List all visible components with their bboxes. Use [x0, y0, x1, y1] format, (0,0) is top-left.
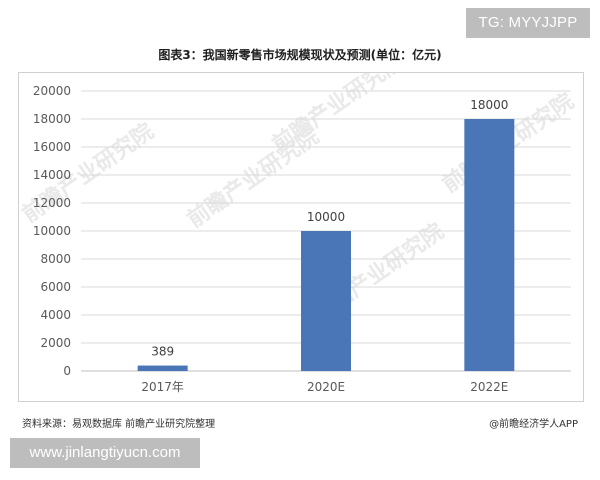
y-tick-label: 12000 — [33, 196, 71, 210]
x-axis-ticks: 2017年 2020E 2022E — [141, 380, 508, 394]
y-tick-label: 8000 — [40, 252, 71, 266]
bars — [137, 119, 515, 371]
y-tick-label: 16000 — [33, 140, 71, 154]
data-label: 18000 — [470, 98, 508, 112]
url-watermark-badge: www.jinlangtiyucn.com — [10, 438, 200, 468]
bar-2020E — [301, 231, 351, 371]
y-tick-label: 2000 — [40, 336, 71, 350]
y-tick-label: 6000 — [40, 280, 71, 294]
chart-frame: 前瞻产业研究院前瞻产业研究院前瞻产业研究院前瞻产业研究院前瞻产业研究院 0200… — [18, 72, 584, 402]
bar-chart: 前瞻产业研究院前瞻产业研究院前瞻产业研究院前瞻产业研究院前瞻产业研究院 0200… — [19, 73, 579, 394]
bar-2017年 — [137, 365, 188, 371]
x-tick-label: 2017年 — [141, 380, 184, 394]
data-label: 10000 — [307, 210, 345, 224]
y-tick-label: 20000 — [33, 84, 71, 98]
credit-note: @前瞻经济学人APP — [489, 419, 578, 430]
y-tick-label: 0 — [63, 364, 71, 378]
tg-watermark-badge: TG: MYYJJPP — [466, 8, 590, 38]
x-tick-label: 2020E — [307, 380, 345, 394]
source-note: 资料来源：易观数据库 前瞻产业研究院整理 — [22, 419, 216, 430]
chart-title: 图表3：我国新零售市场规模现状及预测(单位：亿元) — [158, 48, 442, 62]
data-label: 389 — [151, 345, 174, 359]
watermark-text: 前瞻产业研究院 — [268, 73, 409, 158]
y-tick-label: 14000 — [33, 168, 71, 182]
x-tick-label: 2022E — [470, 380, 508, 394]
y-tick-label: 4000 — [40, 308, 71, 322]
y-tick-label: 18000 — [33, 112, 71, 126]
bar-2022E — [464, 119, 515, 371]
data-labels: 389 10000 18000 — [151, 98, 508, 359]
y-tick-label: 10000 — [33, 224, 71, 238]
y-axis-ticks: 0 2000 4000 6000 8000 10000 12000 14000 16000 180… — [33, 84, 71, 378]
